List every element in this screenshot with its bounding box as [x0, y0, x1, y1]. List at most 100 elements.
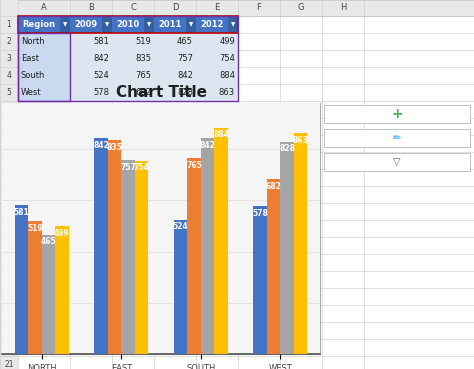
Text: 2009: 2009	[74, 20, 98, 29]
Text: 842: 842	[177, 71, 193, 80]
Text: 2012: 2012	[201, 20, 224, 29]
Text: 2: 2	[7, 37, 11, 46]
Text: 499: 499	[54, 229, 70, 238]
Bar	[187, 158, 201, 354]
Text: 14: 14	[4, 241, 14, 250]
Text: 884: 884	[213, 130, 229, 139]
Bar	[196, 84, 238, 101]
Bar	[70, 50, 112, 67]
Text: 499: 499	[219, 37, 235, 46]
Text: 842: 842	[93, 54, 109, 63]
Bar	[280, 142, 294, 354]
Text: 765: 765	[186, 161, 202, 170]
Bar	[108, 140, 121, 354]
Bar	[196, 16, 238, 33]
Text: A: A	[41, 3, 47, 13]
Text: 581: 581	[93, 37, 109, 46]
Bar	[70, 84, 112, 101]
Bar	[2, 103, 320, 354]
Text: 519: 519	[27, 224, 43, 232]
Bar	[154, 50, 196, 67]
Text: 18: 18	[4, 309, 14, 318]
Bar	[18, 33, 70, 101]
Bar	[55, 226, 69, 354]
Bar	[253, 206, 267, 354]
Text: E: E	[214, 3, 219, 13]
Bar	[2, 103, 320, 354]
Text: 578: 578	[93, 88, 109, 97]
Text: 835: 835	[107, 143, 122, 152]
Bar	[94, 138, 108, 354]
Text: 12: 12	[4, 207, 14, 216]
Text: 6: 6	[7, 105, 11, 114]
Bar	[154, 16, 196, 33]
Text: South: South	[21, 71, 46, 80]
Text: B: B	[88, 3, 94, 13]
Bar	[121, 160, 135, 354]
Bar	[196, 33, 238, 50]
Text: 757: 757	[177, 54, 193, 63]
Bar	[135, 161, 148, 354]
Bar	[112, 50, 154, 67]
Bar	[15, 205, 28, 354]
Bar	[228, 16, 238, 33]
Text: 682: 682	[265, 182, 282, 191]
Text: 842: 842	[93, 141, 109, 150]
Text: 757: 757	[120, 163, 136, 172]
Text: ▼: ▼	[189, 22, 193, 27]
Text: 465: 465	[41, 238, 56, 246]
Text: ▼: ▼	[231, 22, 235, 27]
Bar	[0, 0, 18, 369]
Text: 828: 828	[279, 145, 295, 154]
Bar	[70, 16, 112, 33]
Bar	[18, 84, 70, 101]
Text: ▼: ▼	[105, 22, 109, 27]
Text: 1: 1	[7, 20, 11, 29]
Bar	[173, 220, 187, 354]
Bar	[18, 50, 70, 67]
Text: +: +	[391, 107, 403, 121]
Text: C: C	[130, 3, 136, 13]
Text: ▼: ▼	[147, 22, 151, 27]
Text: 842: 842	[200, 141, 216, 150]
Bar	[60, 16, 70, 33]
Text: Region: Region	[22, 20, 55, 29]
Text: 19: 19	[4, 326, 14, 335]
Title: Chart Title: Chart Title	[116, 86, 207, 100]
Text: 5: 5	[7, 88, 11, 97]
Bar	[70, 67, 112, 84]
Bar	[102, 16, 112, 33]
Text: 828: 828	[177, 88, 193, 97]
Text: 835: 835	[135, 54, 151, 63]
Bar	[144, 16, 154, 33]
Bar	[324, 153, 470, 171]
Bar	[267, 179, 280, 354]
Text: H: H	[340, 3, 346, 13]
Bar	[324, 105, 470, 123]
Text: 884: 884	[219, 71, 235, 80]
Text: 11: 11	[4, 190, 14, 199]
Bar	[112, 33, 154, 50]
Text: 7: 7	[7, 122, 11, 131]
Bar	[201, 138, 214, 354]
Text: 13: 13	[4, 224, 14, 233]
Text: 465: 465	[177, 37, 193, 46]
Text: 17: 17	[4, 292, 14, 301]
Text: 20: 20	[4, 343, 14, 352]
Text: 8: 8	[7, 139, 11, 148]
Bar	[18, 16, 70, 33]
Bar	[112, 16, 154, 33]
Bar	[70, 33, 112, 50]
Text: ✏: ✏	[393, 133, 401, 143]
Text: 524: 524	[93, 71, 109, 80]
Bar	[294, 133, 307, 354]
Text: 682: 682	[135, 88, 151, 97]
Text: 524: 524	[173, 223, 188, 231]
Bar	[214, 128, 228, 354]
Text: 2010: 2010	[117, 20, 140, 29]
Text: 754: 754	[219, 54, 235, 63]
Bar	[112, 84, 154, 101]
Bar	[28, 221, 42, 354]
Text: 754: 754	[134, 163, 149, 172]
Text: ▽: ▽	[393, 157, 401, 167]
